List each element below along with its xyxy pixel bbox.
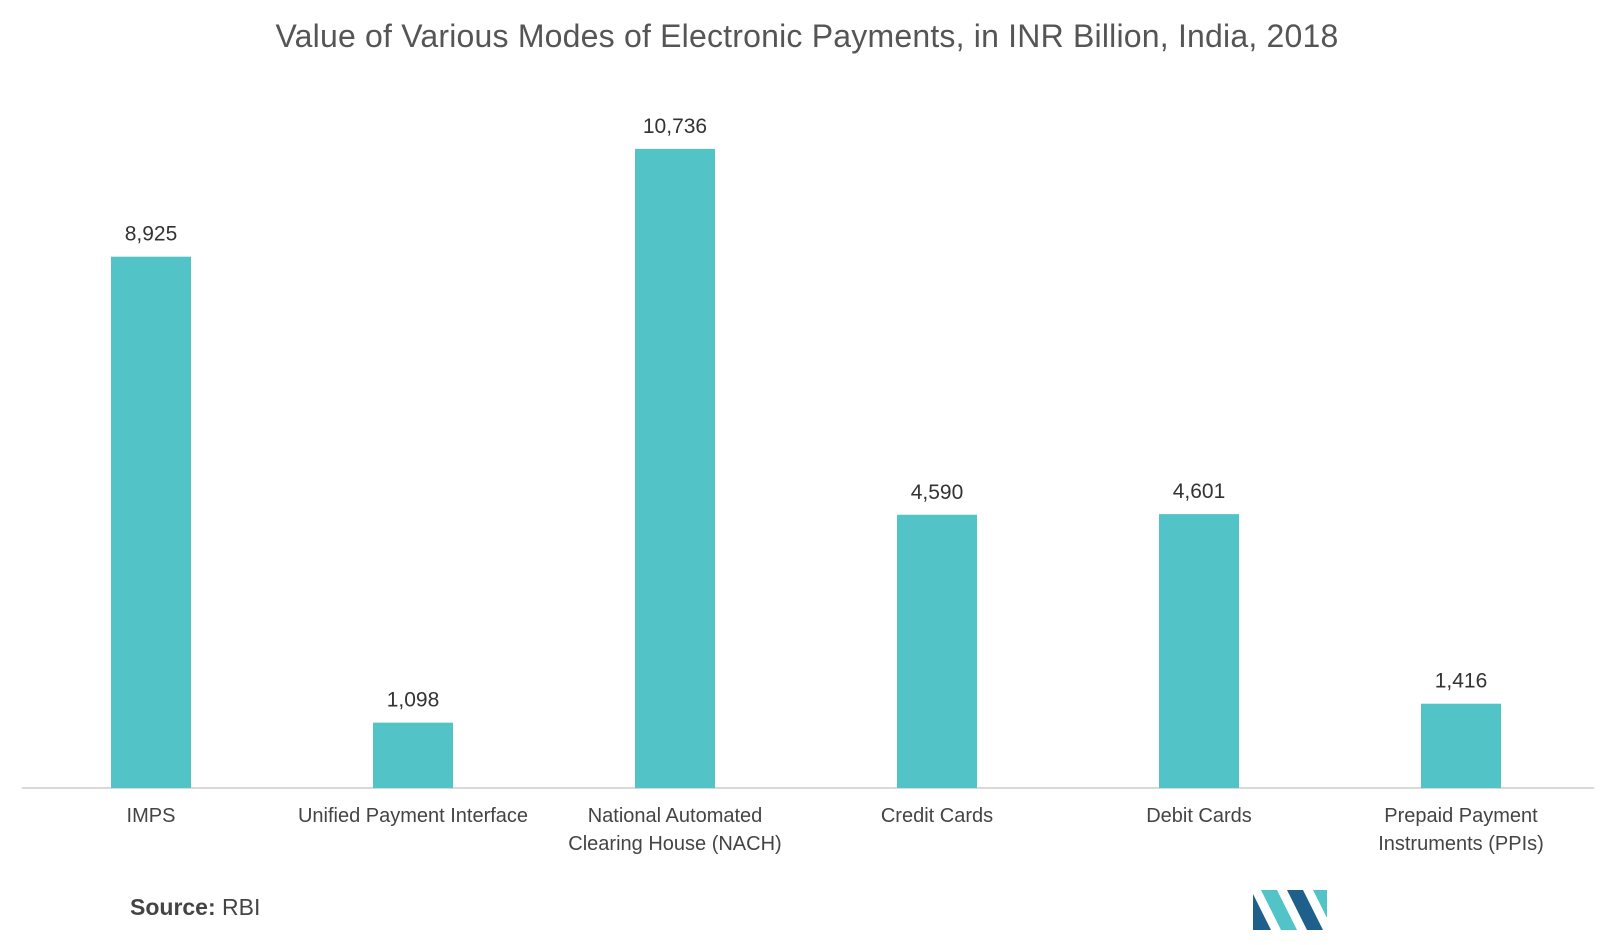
category-label-1: Unified Payment Interface — [298, 805, 528, 827]
data-label-5: 1,416 — [1435, 670, 1488, 693]
category-label-2-line-0: National Automated — [588, 805, 763, 827]
bar-2 — [635, 148, 715, 788]
data-label-0: 8,925 — [125, 223, 178, 246]
source-note: Source: RBI — [130, 894, 260, 921]
bar-5 — [1421, 703, 1501, 788]
source-key: Source: — [130, 894, 216, 920]
category-label-4: Debit Cards — [1146, 805, 1252, 827]
data-label-4: 4,601 — [1173, 480, 1226, 503]
category-label-3: Credit Cards — [881, 805, 993, 827]
bar-3 — [897, 514, 977, 788]
data-label-1: 1,098 — [387, 689, 440, 712]
category-label-5-line-1: Instruments (PPIs) — [1378, 833, 1544, 855]
chart-title: Value of Various Modes of Electronic Pay… — [275, 18, 1339, 54]
bar-1 — [373, 722, 453, 788]
category-label-5-line-0: Prepaid Payment — [1384, 805, 1538, 827]
bar-0 — [111, 256, 191, 788]
data-label-2: 10,736 — [643, 115, 707, 138]
source-value: RBI — [222, 894, 261, 920]
category-label-2-line-1: Clearing House (NACH) — [568, 833, 781, 855]
bar-4 — [1159, 514, 1239, 788]
mordor-intelligence-logo-icon — [1253, 890, 1327, 935]
data-label-3: 4,590 — [911, 481, 964, 504]
category-label-0: IMPS — [127, 805, 176, 827]
